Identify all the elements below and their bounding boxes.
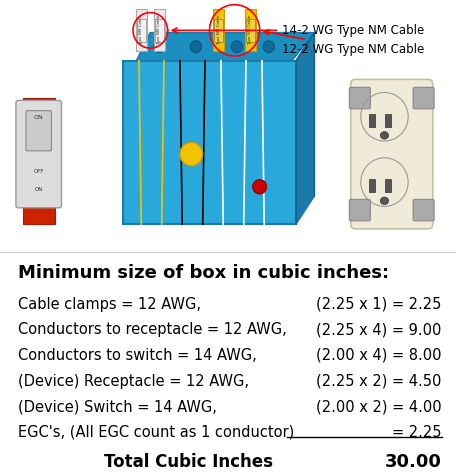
Text: OFF: OFF	[34, 169, 44, 174]
Polygon shape	[137, 33, 314, 61]
Text: ON: ON	[35, 187, 43, 192]
FancyBboxPatch shape	[23, 98, 55, 224]
FancyBboxPatch shape	[213, 9, 224, 51]
FancyBboxPatch shape	[26, 110, 52, 151]
Text: Total Cubic Inches: Total Cubic Inches	[104, 453, 273, 471]
FancyBboxPatch shape	[385, 179, 392, 192]
Text: (2.25 x 2) = 4.50: (2.25 x 2) = 4.50	[317, 374, 442, 389]
FancyBboxPatch shape	[123, 61, 296, 224]
Polygon shape	[296, 33, 314, 224]
FancyBboxPatch shape	[136, 9, 146, 51]
FancyBboxPatch shape	[214, 18, 223, 42]
FancyBboxPatch shape	[413, 87, 434, 109]
Text: Type NM Cable: Type NM Cable	[248, 15, 253, 46]
FancyBboxPatch shape	[349, 200, 370, 221]
Text: ON: ON	[34, 115, 44, 120]
Ellipse shape	[190, 41, 201, 53]
FancyBboxPatch shape	[16, 100, 62, 208]
FancyBboxPatch shape	[385, 114, 392, 127]
FancyBboxPatch shape	[245, 9, 256, 51]
Text: (Device) Switch = 14 AWG,: (Device) Switch = 14 AWG,	[18, 399, 217, 414]
FancyBboxPatch shape	[137, 18, 146, 42]
Text: 30.00: 30.00	[385, 453, 442, 471]
Text: (2.25 x 1) = 2.25: (2.25 x 1) = 2.25	[317, 297, 442, 311]
Wedge shape	[253, 180, 266, 194]
Text: Type NM Cable: Type NM Cable	[157, 15, 162, 46]
FancyBboxPatch shape	[369, 179, 375, 192]
FancyBboxPatch shape	[155, 18, 164, 42]
Wedge shape	[180, 142, 203, 166]
Text: = 2.25: = 2.25	[392, 425, 442, 440]
Text: (Device) Receptacle = 12 AWG,: (Device) Receptacle = 12 AWG,	[18, 374, 249, 389]
FancyBboxPatch shape	[413, 200, 434, 221]
Text: 12-2 WG Type NM Cable: 12-2 WG Type NM Cable	[264, 30, 425, 55]
Text: (2.00 x 2) = 4.00: (2.00 x 2) = 4.00	[316, 399, 442, 414]
FancyBboxPatch shape	[349, 87, 370, 109]
Ellipse shape	[263, 41, 274, 53]
Ellipse shape	[380, 197, 389, 204]
FancyBboxPatch shape	[369, 114, 375, 127]
Text: (2.25 x 4) = 9.00: (2.25 x 4) = 9.00	[317, 322, 442, 337]
Text: Type NM Cable: Type NM Cable	[217, 15, 221, 46]
Text: (2.00 x 4) = 8.00: (2.00 x 4) = 8.00	[316, 348, 442, 363]
Text: Cable clamps = 12 AWG,: Cable clamps = 12 AWG,	[18, 297, 201, 311]
Ellipse shape	[154, 41, 165, 53]
Text: Minimum size of box in cubic inches:: Minimum size of box in cubic inches:	[18, 264, 389, 282]
Text: EGC's, (All EGC count as 1 conductor): EGC's, (All EGC count as 1 conductor)	[18, 425, 294, 440]
Ellipse shape	[380, 132, 389, 139]
Ellipse shape	[231, 41, 243, 53]
Text: Conductors to receptacle = 12 AWG,: Conductors to receptacle = 12 AWG,	[18, 322, 287, 337]
FancyBboxPatch shape	[246, 18, 255, 42]
Text: 14-2 WG Type NM Cable: 14-2 WG Type NM Cable	[172, 24, 425, 37]
FancyBboxPatch shape	[154, 9, 165, 51]
Text: Conductors to switch = 14 AWG,: Conductors to switch = 14 AWG,	[18, 348, 257, 363]
Text: Type NM Cable: Type NM Cable	[139, 15, 143, 46]
FancyBboxPatch shape	[351, 79, 433, 229]
